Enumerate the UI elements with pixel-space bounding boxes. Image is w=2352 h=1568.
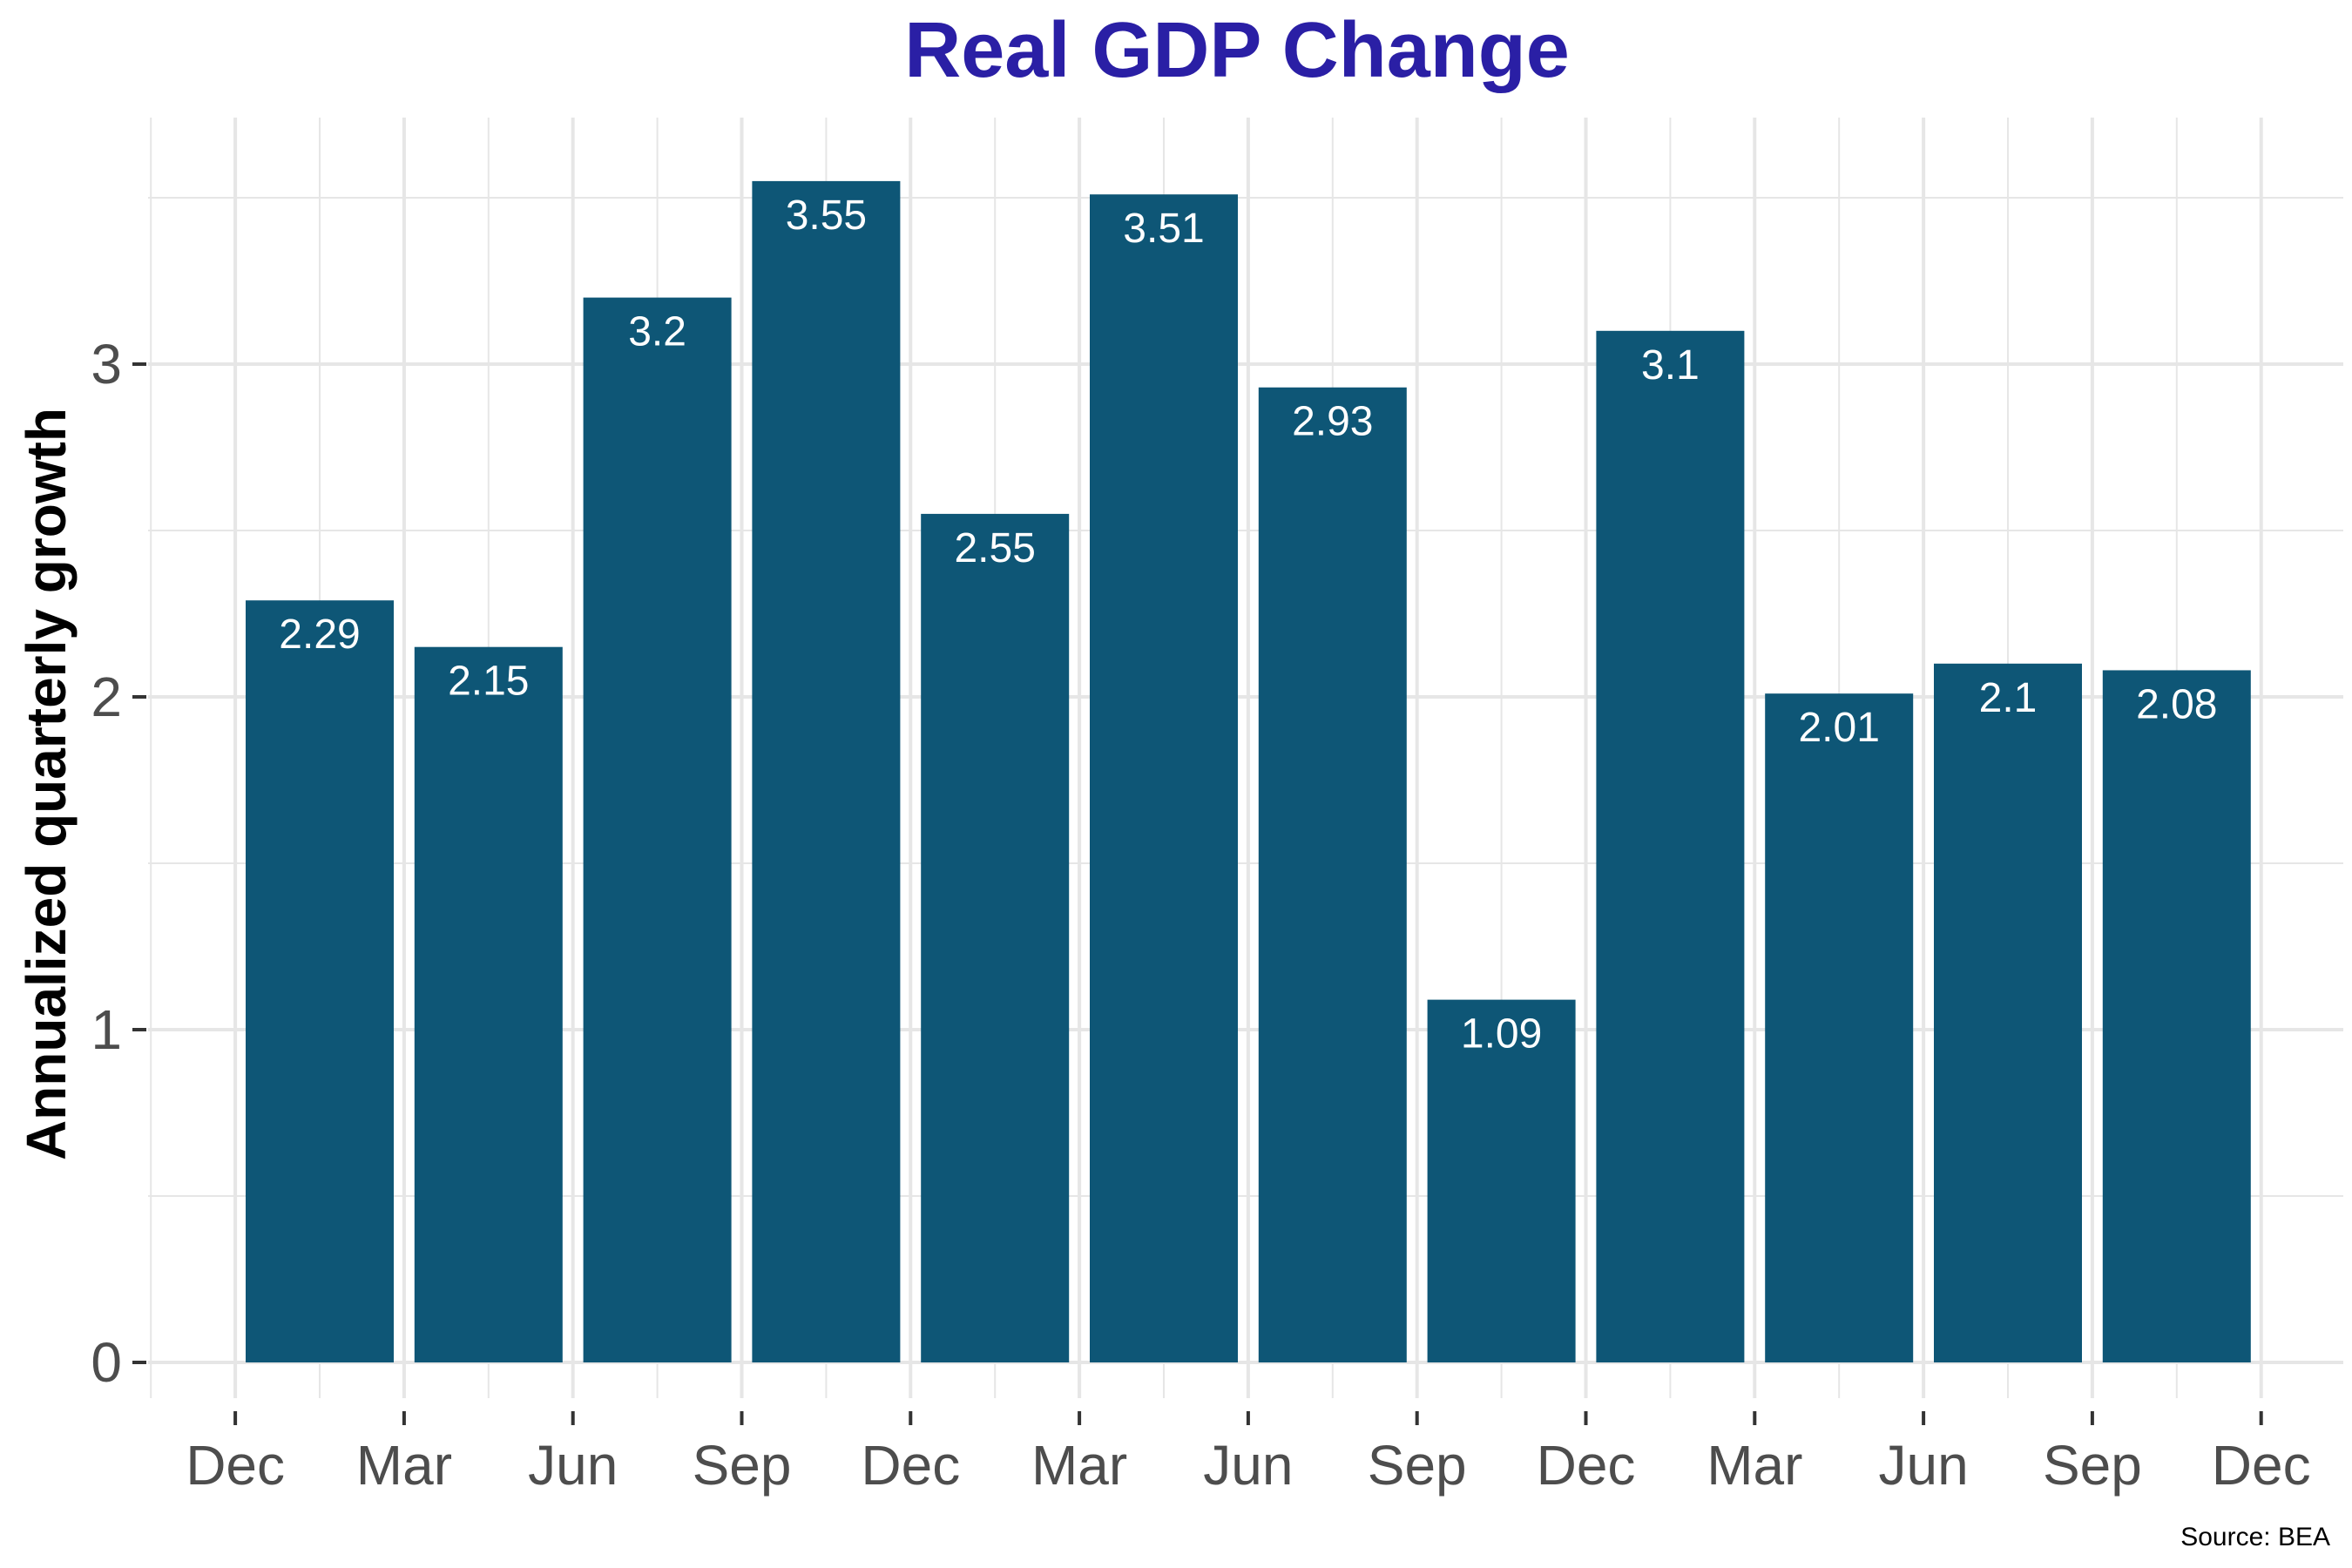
x-tick-label: Dec [2212, 1434, 2311, 1497]
x-tick-label: Sep [2043, 1434, 2142, 1497]
bar-value-label: 3.1 [1641, 342, 1700, 389]
bar [1765, 693, 1914, 1362]
bar-value-label: 2.1 [1979, 675, 2038, 721]
x-tick-label: Dec [1537, 1434, 1636, 1497]
bar [583, 297, 732, 1363]
x-tick-label: Jun [528, 1434, 618, 1497]
bars [246, 180, 2251, 1363]
bar-value-labels: 2.29 2.15 3.2 3.55 2.55 3.51 2.93 1.09 3.1 2.01 2.… [279, 193, 2217, 1058]
bar-value-label: 2.55 [954, 525, 1035, 571]
bar-value-label: 2.01 [1798, 705, 1879, 751]
x-tick-label: Mar [1707, 1434, 1802, 1497]
bar-value-label: 3.55 [786, 193, 867, 239]
bar [1427, 999, 1576, 1362]
bar-value-label: 2.08 [2136, 681, 2217, 727]
chart-title: Real GDP Change [904, 7, 1570, 94]
bar-value-label: 2.29 [279, 612, 360, 658]
x-tick-label: Jun [1879, 1434, 1969, 1497]
bar [1090, 194, 1238, 1363]
x-tick-label: Jun [1203, 1434, 1293, 1497]
x-tick-label: Sep [1368, 1434, 1467, 1497]
bar-value-label: 2.15 [448, 659, 529, 705]
x-axis: Dec Mar Jun Sep Dec Mar Jun Sep Dec Mar Jun Sep Dec [186, 1411, 2311, 1497]
bar-value-label: 1.09 [1461, 1011, 1542, 1058]
y-tick-label: 1 [91, 998, 122, 1061]
bar [1596, 330, 1745, 1362]
y-tick-label: 0 [91, 1331, 122, 1394]
bar [1258, 387, 1407, 1362]
bar [921, 513, 1070, 1362]
x-tick-label: Dec [186, 1434, 285, 1497]
bar-value-label: 3.2 [628, 309, 686, 355]
y-tick-label: 2 [91, 666, 122, 728]
bar [752, 180, 901, 1362]
bar [414, 646, 563, 1362]
y-axis-title: Annualized quarterly growth [15, 408, 78, 1160]
x-tick-label: Mar [1031, 1434, 1127, 1497]
bar [2102, 670, 2251, 1362]
bar-value-label: 2.93 [1292, 399, 1373, 445]
x-tick-label: Sep [693, 1434, 792, 1497]
bar [246, 600, 394, 1362]
bar-value-label: 3.51 [1123, 206, 1204, 252]
x-tick-label: Dec [861, 1434, 960, 1497]
source-caption: Source: BEA [2180, 1523, 2330, 1551]
y-tick-label: 3 [91, 333, 122, 395]
bar [1934, 663, 2082, 1362]
x-tick-label: Mar [356, 1434, 452, 1497]
y-axis: 0 1 2 3 [91, 333, 146, 1394]
